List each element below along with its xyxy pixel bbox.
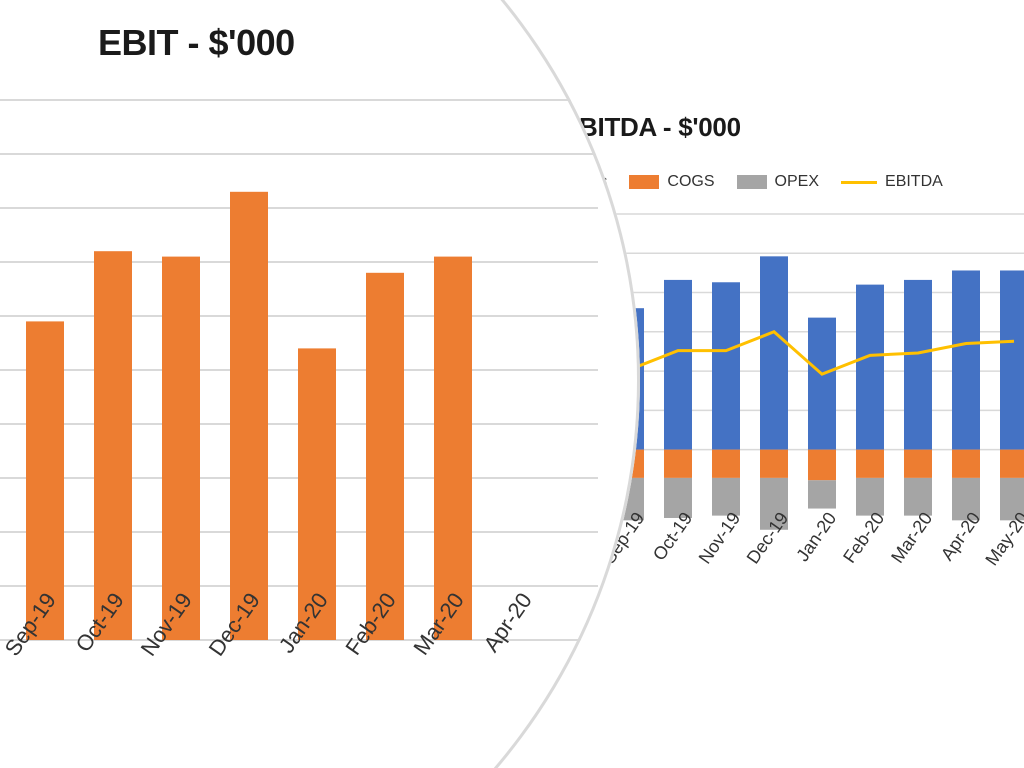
ebitda-cogs-bar xyxy=(1000,450,1024,478)
ebitda-cogs-bar xyxy=(760,450,788,478)
ebitda-cogs-bar xyxy=(952,450,980,478)
ebitda-cogs-bar xyxy=(808,450,836,481)
ebitda-revenue-bar xyxy=(952,270,980,449)
ebitda-revenue-bar xyxy=(808,318,836,450)
ebit-chart-region: EBIT - $'000 Sep-19Oct-19Nov-19Dec-19Jan… xyxy=(0,0,700,768)
ebit-circle-frame: EBIT - $'000 Sep-19Oct-19Nov-19Dec-19Jan… xyxy=(0,0,640,768)
ebit-chart: EBIT - $'000 Sep-19Oct-19Nov-19Dec-19Jan… xyxy=(0,0,640,768)
ebit-bar xyxy=(230,192,268,640)
ebit-bar xyxy=(434,257,472,640)
ebit-bar xyxy=(162,257,200,640)
ebitda-revenue-bar xyxy=(1000,270,1024,449)
ebitda-revenue-bar xyxy=(856,285,884,450)
ebitda-cogs-bar xyxy=(856,450,884,478)
ebitda-revenue-bar xyxy=(760,256,788,449)
ebitda-revenue-bar xyxy=(904,280,932,450)
ebit-bar xyxy=(94,251,132,640)
ebitda-cogs-bar xyxy=(904,450,932,478)
ebitda-cogs-bar xyxy=(712,450,740,478)
ebit-bar xyxy=(366,273,404,640)
ebitda-opex-bar xyxy=(808,480,836,508)
ebit-plot xyxy=(0,0,640,768)
ebitda-revenue-bar xyxy=(712,282,740,449)
